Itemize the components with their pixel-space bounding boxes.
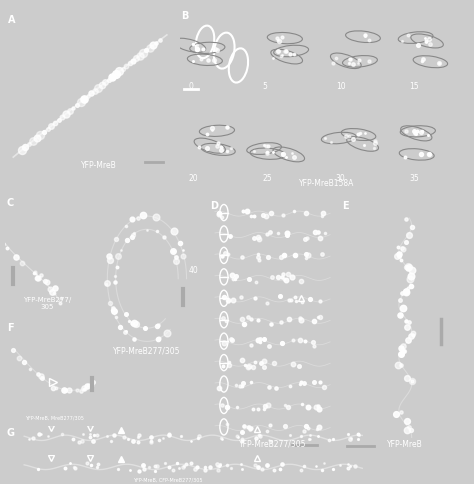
Text: A: A <box>8 15 16 25</box>
Text: 10: 10 <box>336 81 346 91</box>
Text: C: C <box>7 197 14 207</box>
Text: YFP-MreB277/305: YFP-MreB277/305 <box>239 439 306 448</box>
Text: 5: 5 <box>263 81 267 91</box>
Text: 20: 20 <box>189 173 199 182</box>
Text: E: E <box>343 201 349 211</box>
Text: G: G <box>7 427 15 437</box>
Text: 15: 15 <box>410 81 419 91</box>
Text: D: D <box>210 201 218 211</box>
Text: YFP-MreB: YFP-MreB <box>387 439 423 448</box>
Text: YFP-MreB, CFP-MreB277/305: YFP-MreB, CFP-MreB277/305 <box>133 476 203 481</box>
Text: YFP-MreB158A: YFP-MreB158A <box>300 179 355 188</box>
Text: YFP-MreB277/305: YFP-MreB277/305 <box>113 346 181 355</box>
Text: YFP-MreB: YFP-MreB <box>81 161 117 170</box>
Text: 40: 40 <box>189 265 199 274</box>
Text: F: F <box>7 322 13 333</box>
Text: B: B <box>182 12 189 21</box>
Text: YFP-MreB277/
305: YFP-MreB277/ 305 <box>23 297 72 310</box>
Text: 25: 25 <box>263 173 272 182</box>
Text: 30: 30 <box>336 173 346 182</box>
Text: 0: 0 <box>189 81 194 91</box>
Text: 35: 35 <box>410 173 419 182</box>
Text: YFP-MreB, MreB277/305: YFP-MreB, MreB277/305 <box>25 415 84 420</box>
